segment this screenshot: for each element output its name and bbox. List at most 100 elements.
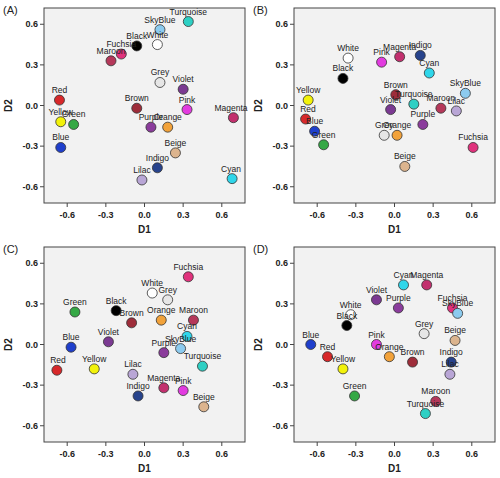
point-label: Violet — [98, 327, 120, 337]
point-label: Cyan — [419, 58, 439, 68]
points — [54, 17, 238, 185]
point-label: Red — [320, 342, 336, 352]
point-label: Black — [336, 311, 358, 321]
point-label: Turquoise — [184, 351, 222, 361]
y-tick-label: 0.3 — [275, 299, 288, 309]
point — [147, 288, 157, 298]
point — [445, 369, 455, 379]
panel: -0.6-0.30.00.30.6-0.6-0.30.00.30.6D1D2(C… — [3, 243, 245, 474]
y-tick — [290, 105, 294, 106]
point-label: Blue — [63, 332, 80, 342]
y-tick-label: 0.6 — [275, 19, 288, 29]
y-tick — [290, 64, 294, 65]
point-label: Maroon — [179, 305, 208, 315]
x-tick — [67, 442, 68, 446]
point-label: Orange — [383, 120, 412, 130]
point-label: Lilac — [448, 96, 466, 106]
y-tick-label: 0.6 — [25, 258, 38, 268]
point — [163, 295, 173, 305]
y-tick — [290, 146, 294, 147]
point-label: Violet — [380, 95, 402, 105]
point — [183, 17, 193, 27]
point-label: Indigo — [440, 347, 463, 357]
point-label: Grey — [415, 319, 434, 329]
y-tick — [40, 263, 44, 264]
y-tick-label: 0.3 — [25, 299, 38, 309]
y-axis-label: D2 — [3, 338, 14, 351]
point — [450, 335, 460, 345]
point — [384, 352, 394, 362]
point — [152, 163, 162, 173]
x-tick-label: -0.3 — [348, 210, 364, 220]
y-tick — [290, 385, 294, 386]
panel-title: (A) — [3, 4, 18, 16]
point-label: Orange — [154, 112, 183, 122]
point — [159, 348, 169, 358]
y-tick-label: -0.6 — [22, 421, 38, 431]
x-tick — [183, 442, 184, 446]
point-label: Beige — [193, 392, 215, 402]
y-tick — [40, 24, 44, 25]
point-label: Brown — [400, 347, 424, 357]
y-tick — [40, 344, 44, 345]
point-label: SkyBlue — [144, 15, 175, 25]
x-tick — [433, 203, 434, 207]
point — [54, 95, 64, 105]
y-tick-label: -0.6 — [22, 182, 38, 192]
x-tick-label: 0.6 — [466, 449, 479, 459]
point — [152, 40, 162, 50]
x-tick-label: 0.0 — [138, 449, 151, 459]
point-label: Purple — [411, 109, 436, 119]
x-tick-label: 0.0 — [138, 210, 151, 220]
point — [156, 315, 166, 325]
point-label: Cyan — [221, 164, 241, 174]
point-label: Yellow — [331, 354, 356, 364]
x-axis-label: D1 — [388, 463, 401, 474]
point-label: Indigo — [126, 381, 149, 391]
y-tick — [40, 146, 44, 147]
x-tick — [67, 203, 68, 207]
y-tick-label: -0.3 — [272, 141, 288, 151]
point — [228, 113, 238, 123]
x-tick-label: -0.3 — [348, 449, 364, 459]
point — [103, 337, 113, 347]
point-label: Green — [62, 109, 86, 119]
point-label: Lilac — [133, 165, 151, 175]
point — [170, 148, 180, 158]
point-label: Purple — [386, 293, 411, 303]
point — [227, 174, 237, 184]
point — [371, 295, 381, 305]
point — [451, 106, 461, 116]
x-tick — [471, 203, 472, 207]
point — [127, 318, 137, 328]
point-label: SkyBlue — [165, 334, 196, 344]
y-tick — [290, 263, 294, 264]
point-label: White — [147, 30, 169, 40]
point — [343, 53, 353, 63]
y-tick — [40, 105, 44, 106]
plot-area — [44, 247, 245, 442]
y-tick-label: -0.6 — [272, 421, 288, 431]
point-label: Magenta — [214, 103, 247, 113]
point-label: Pink — [179, 95, 196, 105]
point-label: Beige — [165, 138, 187, 148]
point-label: Grey — [158, 285, 177, 295]
y-axis-label: D2 — [253, 99, 264, 112]
x-tick — [355, 203, 356, 207]
panel: -0.6-0.30.00.30.6-0.6-0.30.00.30.6D1D2(D… — [253, 243, 495, 474]
y-tick-label: 0.0 — [25, 101, 38, 111]
point-label: Violet — [366, 285, 388, 295]
point — [146, 122, 156, 132]
y-tick-label: -0.3 — [272, 380, 288, 390]
x-axis-label: D1 — [388, 224, 401, 235]
point — [178, 84, 188, 94]
panel: -0.6-0.30.00.30.6-0.6-0.30.00.30.6D1D2(B… — [253, 4, 495, 235]
x-tick-label: 0.6 — [216, 210, 229, 220]
point-label: Blue — [306, 116, 323, 126]
point-label: Turquoise — [407, 399, 445, 409]
y-tick — [290, 344, 294, 345]
point-label: Blue — [52, 132, 69, 142]
point-labels: FuchsiaWhiteGreyBlackGreenBrownOrangeMar… — [50, 262, 221, 402]
point — [197, 361, 207, 371]
point-labels: TurquoiseSkyBlueFuchsiaMaroonBlackWhiteG… — [49, 7, 248, 175]
